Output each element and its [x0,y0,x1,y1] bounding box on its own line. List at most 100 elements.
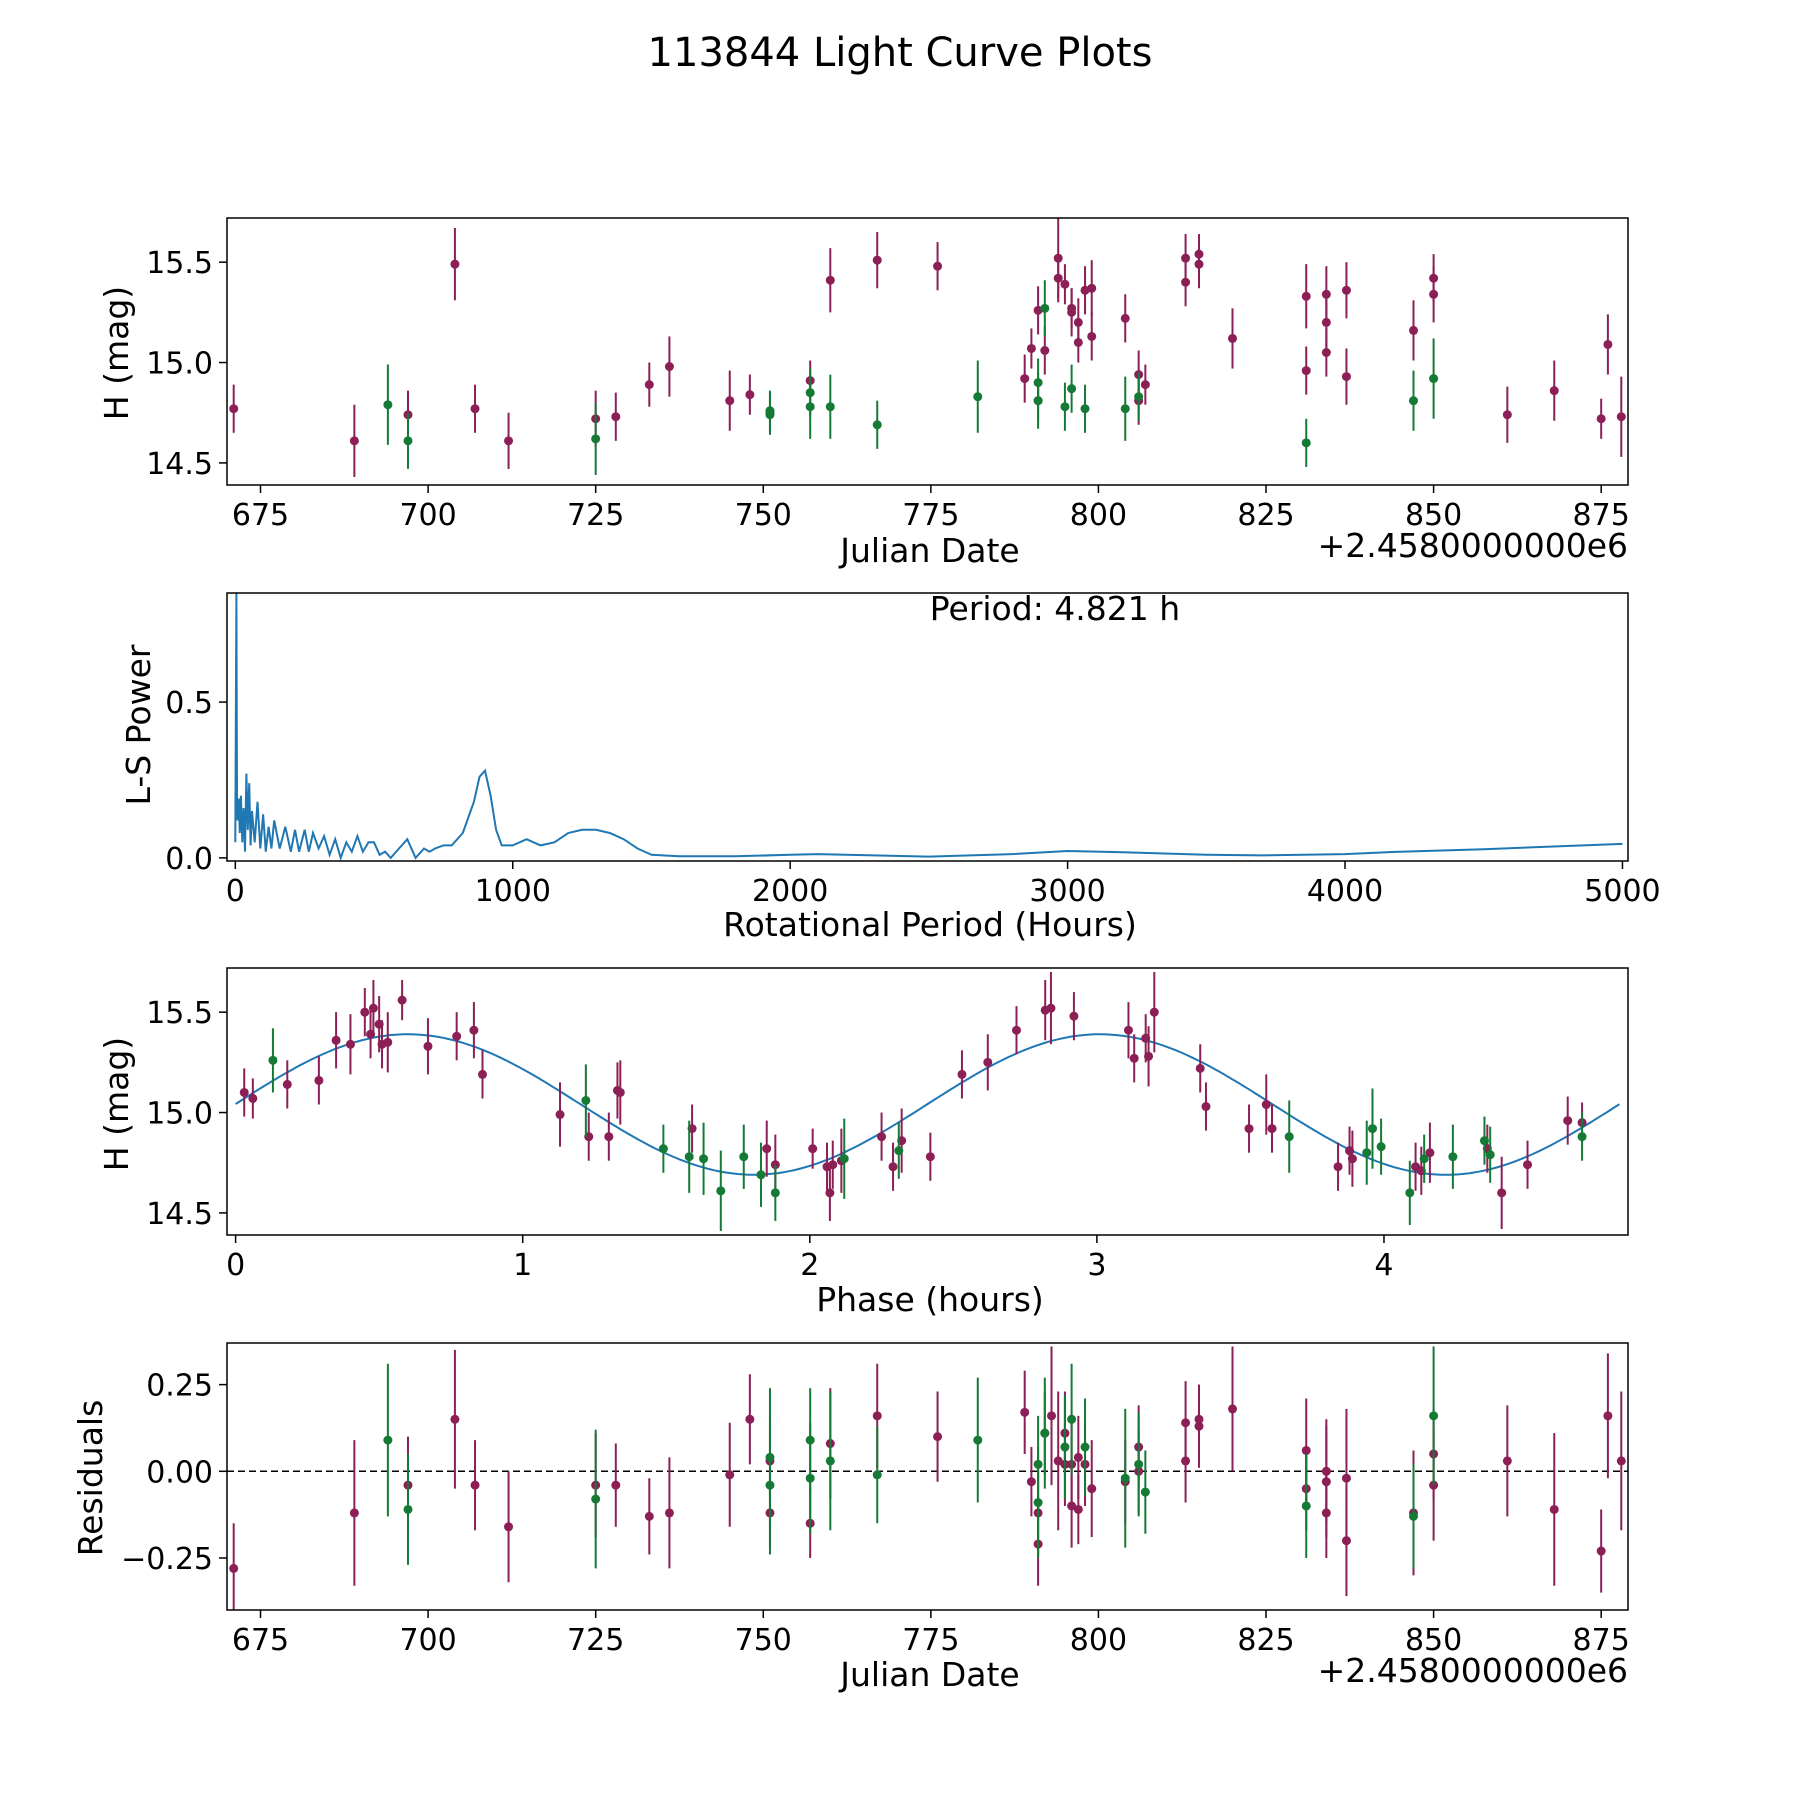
res-filter-b-point [1429,1411,1439,1421]
lc-x-tick-label: 775 [902,498,959,533]
res-filter-b-point [1301,1501,1311,1511]
res-filter-b-point [872,1470,882,1480]
phase-frame [226,967,1629,1236]
phase-filter-a-point [555,1110,565,1120]
res-filter-a-point [1341,1473,1351,1483]
phase-filter-a-point [825,1188,835,1198]
phase-filter-a-point [808,1144,818,1154]
lc-x-tick-label: 825 [1237,498,1294,533]
res-offset-label: +2.4580000000e6 [1318,1651,1628,1690]
phase-filter-b-point [699,1154,709,1164]
lc-filter-b-point [765,410,775,420]
lc-y-tick-label: 14.5 [146,447,213,482]
ls-x-tick-label: 1000 [475,874,551,909]
res-filter-a-point [1087,1484,1097,1494]
phase-filter-b-point [1405,1188,1415,1198]
phase-filter-a-point [478,1069,488,1079]
phase-y-tick-label: 15.0 [146,1097,213,1132]
phase-filter-b-point [1367,1124,1377,1134]
lc-x-tick-label: 850 [1405,498,1462,533]
light-curve-panel: Julian Date +2.4580000000e6 H (mag) 675 7… [97,217,1630,570]
res-filter-a-point [504,1522,514,1532]
res-filter-a-point [1603,1411,1613,1421]
phase-filter-a-point [248,1093,258,1103]
phase-filter-a-point [239,1087,249,1097]
res-filter-a-point [644,1511,654,1521]
ls-x-tick-label: 2000 [752,874,828,909]
lc-filter-a-point [1087,331,1097,341]
lc-filter-b-point [1033,396,1043,406]
res-filter-a-point [611,1480,621,1490]
phase-filter-a-point [423,1041,433,1051]
figure-title: 113844 Light Curve Plots [648,30,1153,76]
ls-x-label: Rotational Period (Hours) [723,905,1137,944]
lc-filter-a-point [1603,339,1613,349]
res-filter-a-point [725,1470,735,1480]
phase-x-tick-label: 1 [513,1248,532,1283]
period-annotation: Period: 4.821 h [930,589,1180,628]
phase-filter-a-point [877,1132,887,1142]
res-filter-b-point [383,1435,393,1445]
phase-x-tick-label: 3 [1087,1248,1106,1283]
res-filter-a-point [1596,1546,1606,1556]
res-filter-a-point [1073,1504,1083,1514]
res-y-tick-label: 0.25 [146,1369,213,1404]
phase-filter-a-point [925,1152,935,1162]
ls-x-tick-label: 3000 [1029,874,1105,909]
phase-filter-b-point [1362,1148,1372,1158]
res-y-tick-label: −0.25 [121,1542,213,1577]
res-x-tick-label: 675 [232,1623,289,1658]
lc-filter-a-point [1020,374,1030,384]
lc-filter-b-point [1080,404,1090,414]
lc-filter-b-point [805,388,815,398]
lc-filter-b-point [1429,374,1439,384]
ls-plot-area [234,593,1623,861]
phase-filter-a-point [1149,1007,1159,1017]
res-filter-a-point [745,1414,755,1424]
phase-filter-b-point [1284,1132,1294,1142]
res-x-tick-label: 850 [1405,1623,1462,1658]
phase-filter-a-point [615,1087,625,1097]
phase-panel: Phase (hours) H (mag) 0 1 2 3 4 14.5 15.0 15.5 [97,967,1629,1319]
lc-filter-a-point [1321,348,1331,358]
phase-filter-b-point [839,1154,849,1164]
phase-filter-b-point [1485,1150,1495,1160]
lc-filter-a-point [745,390,755,400]
lc-filter-a-point [1341,285,1351,295]
phase-filter-b-point [1376,1142,1386,1152]
res-filter-b-point [825,1456,835,1466]
phase-filter-a-point [1333,1162,1343,1172]
lc-filter-a-point [1060,279,1070,289]
res-filter-a-point [1067,1501,1077,1511]
lc-x-tick-label: 700 [399,498,456,533]
phase-filter-b-point [1577,1132,1587,1142]
phase-x-tick-label: 0 [226,1248,245,1283]
res-filter-b-point [403,1504,413,1514]
phase-x-tick-label: 4 [1374,1248,1393,1283]
res-filter-b-point [591,1494,601,1504]
res-x-label: Julian Date [838,1655,1020,1694]
phase-filter-a-point [1129,1053,1139,1063]
res-filter-a-point [1194,1421,1204,1431]
phase-filter-a-point [1069,1011,1079,1021]
res-filter-a-point [1047,1411,1057,1421]
res-filter-a-point [1321,1477,1331,1487]
lc-filter-a-point [1073,337,1083,347]
lc-filter-b-point [825,402,835,412]
lc-filter-a-point [644,380,654,390]
periodogram-panel: Rotational Period (Hours) Period: 4.821 … [119,589,1661,944]
phase-filter-a-point [762,1144,772,1154]
lc-filter-a-point [1408,325,1418,335]
phase-filter-b-point [1448,1152,1458,1162]
phase-x-label: Phase (hours) [816,1280,1044,1319]
phase-x-tick-label: 2 [800,1248,819,1283]
res-filter-b-point [805,1473,815,1483]
lc-filter-b-point [591,434,601,444]
lc-filter-b-point [383,400,393,410]
res-filter-a-point [1502,1456,1512,1466]
lc-filter-a-point [1549,386,1559,396]
phase-filter-a-point [469,1025,479,1035]
phase-y-tick-label: 14.5 [146,1197,213,1232]
res-filter-a-point [872,1411,882,1421]
